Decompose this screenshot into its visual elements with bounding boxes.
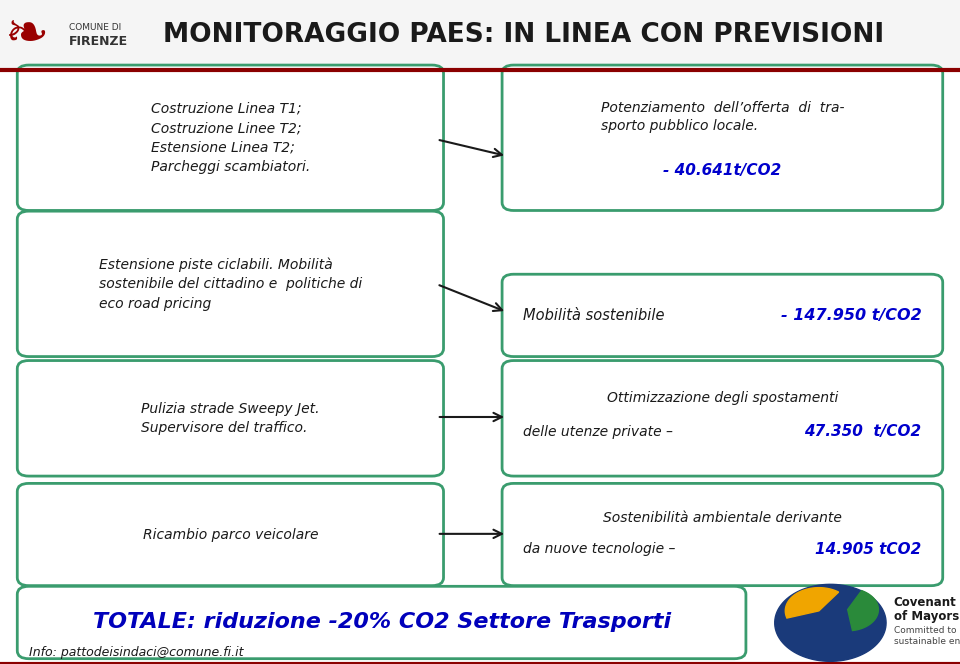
Text: Mobilità sostenibile: Mobilità sostenibile <box>523 308 664 323</box>
FancyBboxPatch shape <box>502 361 943 476</box>
Text: - 147.950 t/CO2: - 147.950 t/CO2 <box>780 308 922 323</box>
Text: Covenant: Covenant <box>894 596 956 610</box>
Text: ❧: ❧ <box>5 9 49 60</box>
Polygon shape <box>775 584 886 661</box>
Text: COMUNE DI: COMUNE DI <box>69 23 121 33</box>
Text: da nuove tecnologie –: da nuove tecnologie – <box>523 542 680 556</box>
Text: delle utenze private –: delle utenze private – <box>523 424 678 439</box>
Text: 47.350  t/CO2: 47.350 t/CO2 <box>804 424 922 439</box>
FancyBboxPatch shape <box>17 361 444 476</box>
FancyBboxPatch shape <box>502 274 943 357</box>
FancyBboxPatch shape <box>17 211 444 357</box>
FancyBboxPatch shape <box>17 483 444 586</box>
Text: Ottimizzazione degli spostamenti: Ottimizzazione degli spostamenti <box>607 391 838 406</box>
Text: of Mayors: of Mayors <box>894 610 959 623</box>
Text: sustainable energy: sustainable energy <box>894 637 960 646</box>
Text: Sostenibilità ambientale derivante: Sostenibilità ambientale derivante <box>603 511 842 525</box>
FancyBboxPatch shape <box>0 0 960 70</box>
Text: Estensione piste ciclabili. Mobilità
sostenibile del cittadino e  politiche di
e: Estensione piste ciclabili. Mobilità sos… <box>99 257 362 311</box>
Polygon shape <box>785 588 839 618</box>
FancyBboxPatch shape <box>502 65 943 210</box>
Text: Potenziamento  dell’offerta  di  tra-
sporto pubblico locale.: Potenziamento dell’offerta di tra- sport… <box>601 101 844 133</box>
Text: Info: pattodeisindaci@comune.fi.it: Info: pattodeisindaci@comune.fi.it <box>29 645 243 659</box>
FancyBboxPatch shape <box>17 65 444 210</box>
FancyBboxPatch shape <box>17 586 746 659</box>
Text: TOTALE: riduzione -20% CO2 Settore Trasporti: TOTALE: riduzione -20% CO2 Settore Trasp… <box>92 612 671 633</box>
Polygon shape <box>848 590 878 631</box>
Text: Pulizia strade Sweepy Jet.
Supervisore del traffico.: Pulizia strade Sweepy Jet. Supervisore d… <box>141 402 320 435</box>
Text: Costruzione Linea T1;
Costruzione Linee T2;
Estensione Linea T2;
Parcheggi scamb: Costruzione Linea T1; Costruzione Linee … <box>151 102 310 174</box>
Text: Committed to local: Committed to local <box>894 626 960 635</box>
Text: FIRENZE: FIRENZE <box>69 35 129 48</box>
FancyBboxPatch shape <box>502 483 943 586</box>
Text: Ricambio parco veicolare: Ricambio parco veicolare <box>143 527 318 542</box>
Text: MONITORAGGIO PAES: IN LINEA CON PREVISIONI: MONITORAGGIO PAES: IN LINEA CON PREVISIO… <box>162 22 884 48</box>
Text: - 40.641t/CO2: - 40.641t/CO2 <box>663 163 781 178</box>
Text: 14.905 tCO2: 14.905 tCO2 <box>815 542 922 556</box>
